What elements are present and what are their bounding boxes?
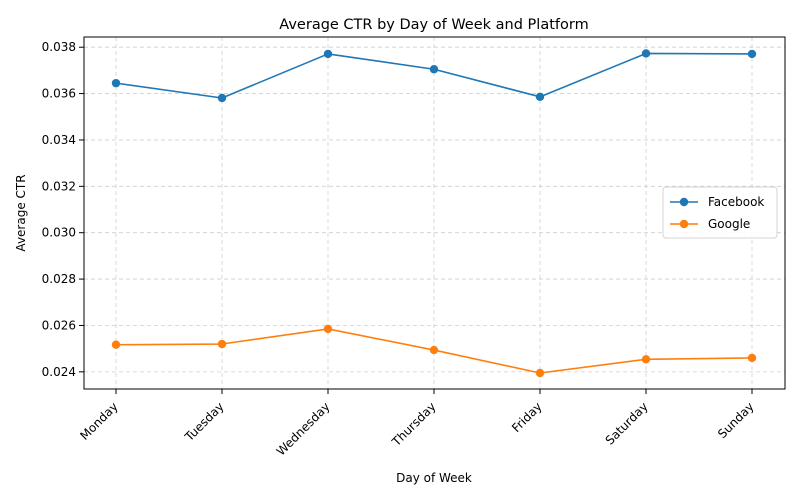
facebook-point	[111, 78, 121, 88]
legend-item-google: Google	[670, 217, 750, 231]
y-tick-label: 0.032	[42, 179, 76, 193]
legend-label: Google	[708, 217, 750, 231]
legend-marker-swatch	[679, 197, 689, 207]
google-point	[217, 339, 227, 349]
facebook-point	[323, 49, 333, 59]
y-axis-title: Average CTR	[14, 174, 28, 251]
y-tick-label: 0.028	[42, 272, 76, 286]
legend-marker-swatch	[679, 219, 689, 229]
google-point	[747, 353, 757, 363]
google-point	[111, 340, 121, 349]
y-axis-ticks: 0.024 0.026 0.028 0.030 0.032 0.034 0.036 0.038	[42, 40, 84, 379]
chart-title: Average CTR by Day of Week and Platform	[279, 17, 588, 33]
google-point	[429, 345, 439, 355]
google-point	[535, 368, 545, 378]
google-point	[641, 355, 651, 364]
legend-box	[662, 186, 778, 239]
facebook-point	[535, 92, 545, 102]
y-tick-label: 0.034	[42, 133, 76, 147]
facebook-series	[111, 49, 757, 103]
y-tick-label: 0.036	[42, 87, 76, 101]
facebook-point	[641, 49, 651, 58]
y-tick-label: 0.024	[42, 365, 76, 379]
facebook-point	[217, 93, 227, 103]
y-tick-label: 0.026	[42, 318, 76, 332]
series-group	[111, 49, 757, 378]
facebook-point	[747, 49, 757, 59]
facebook-point	[429, 65, 439, 74]
google-point	[323, 324, 333, 334]
y-tick-label: 0.038	[42, 40, 76, 54]
x-axis-title: Day of Week	[396, 471, 472, 485]
y-tick-label: 0.030	[42, 226, 76, 240]
google-series	[111, 324, 757, 378]
legend-item-facebook: Facebook	[670, 195, 764, 209]
legend-label: Facebook	[708, 195, 764, 209]
legend: Facebook Google	[662, 186, 778, 239]
